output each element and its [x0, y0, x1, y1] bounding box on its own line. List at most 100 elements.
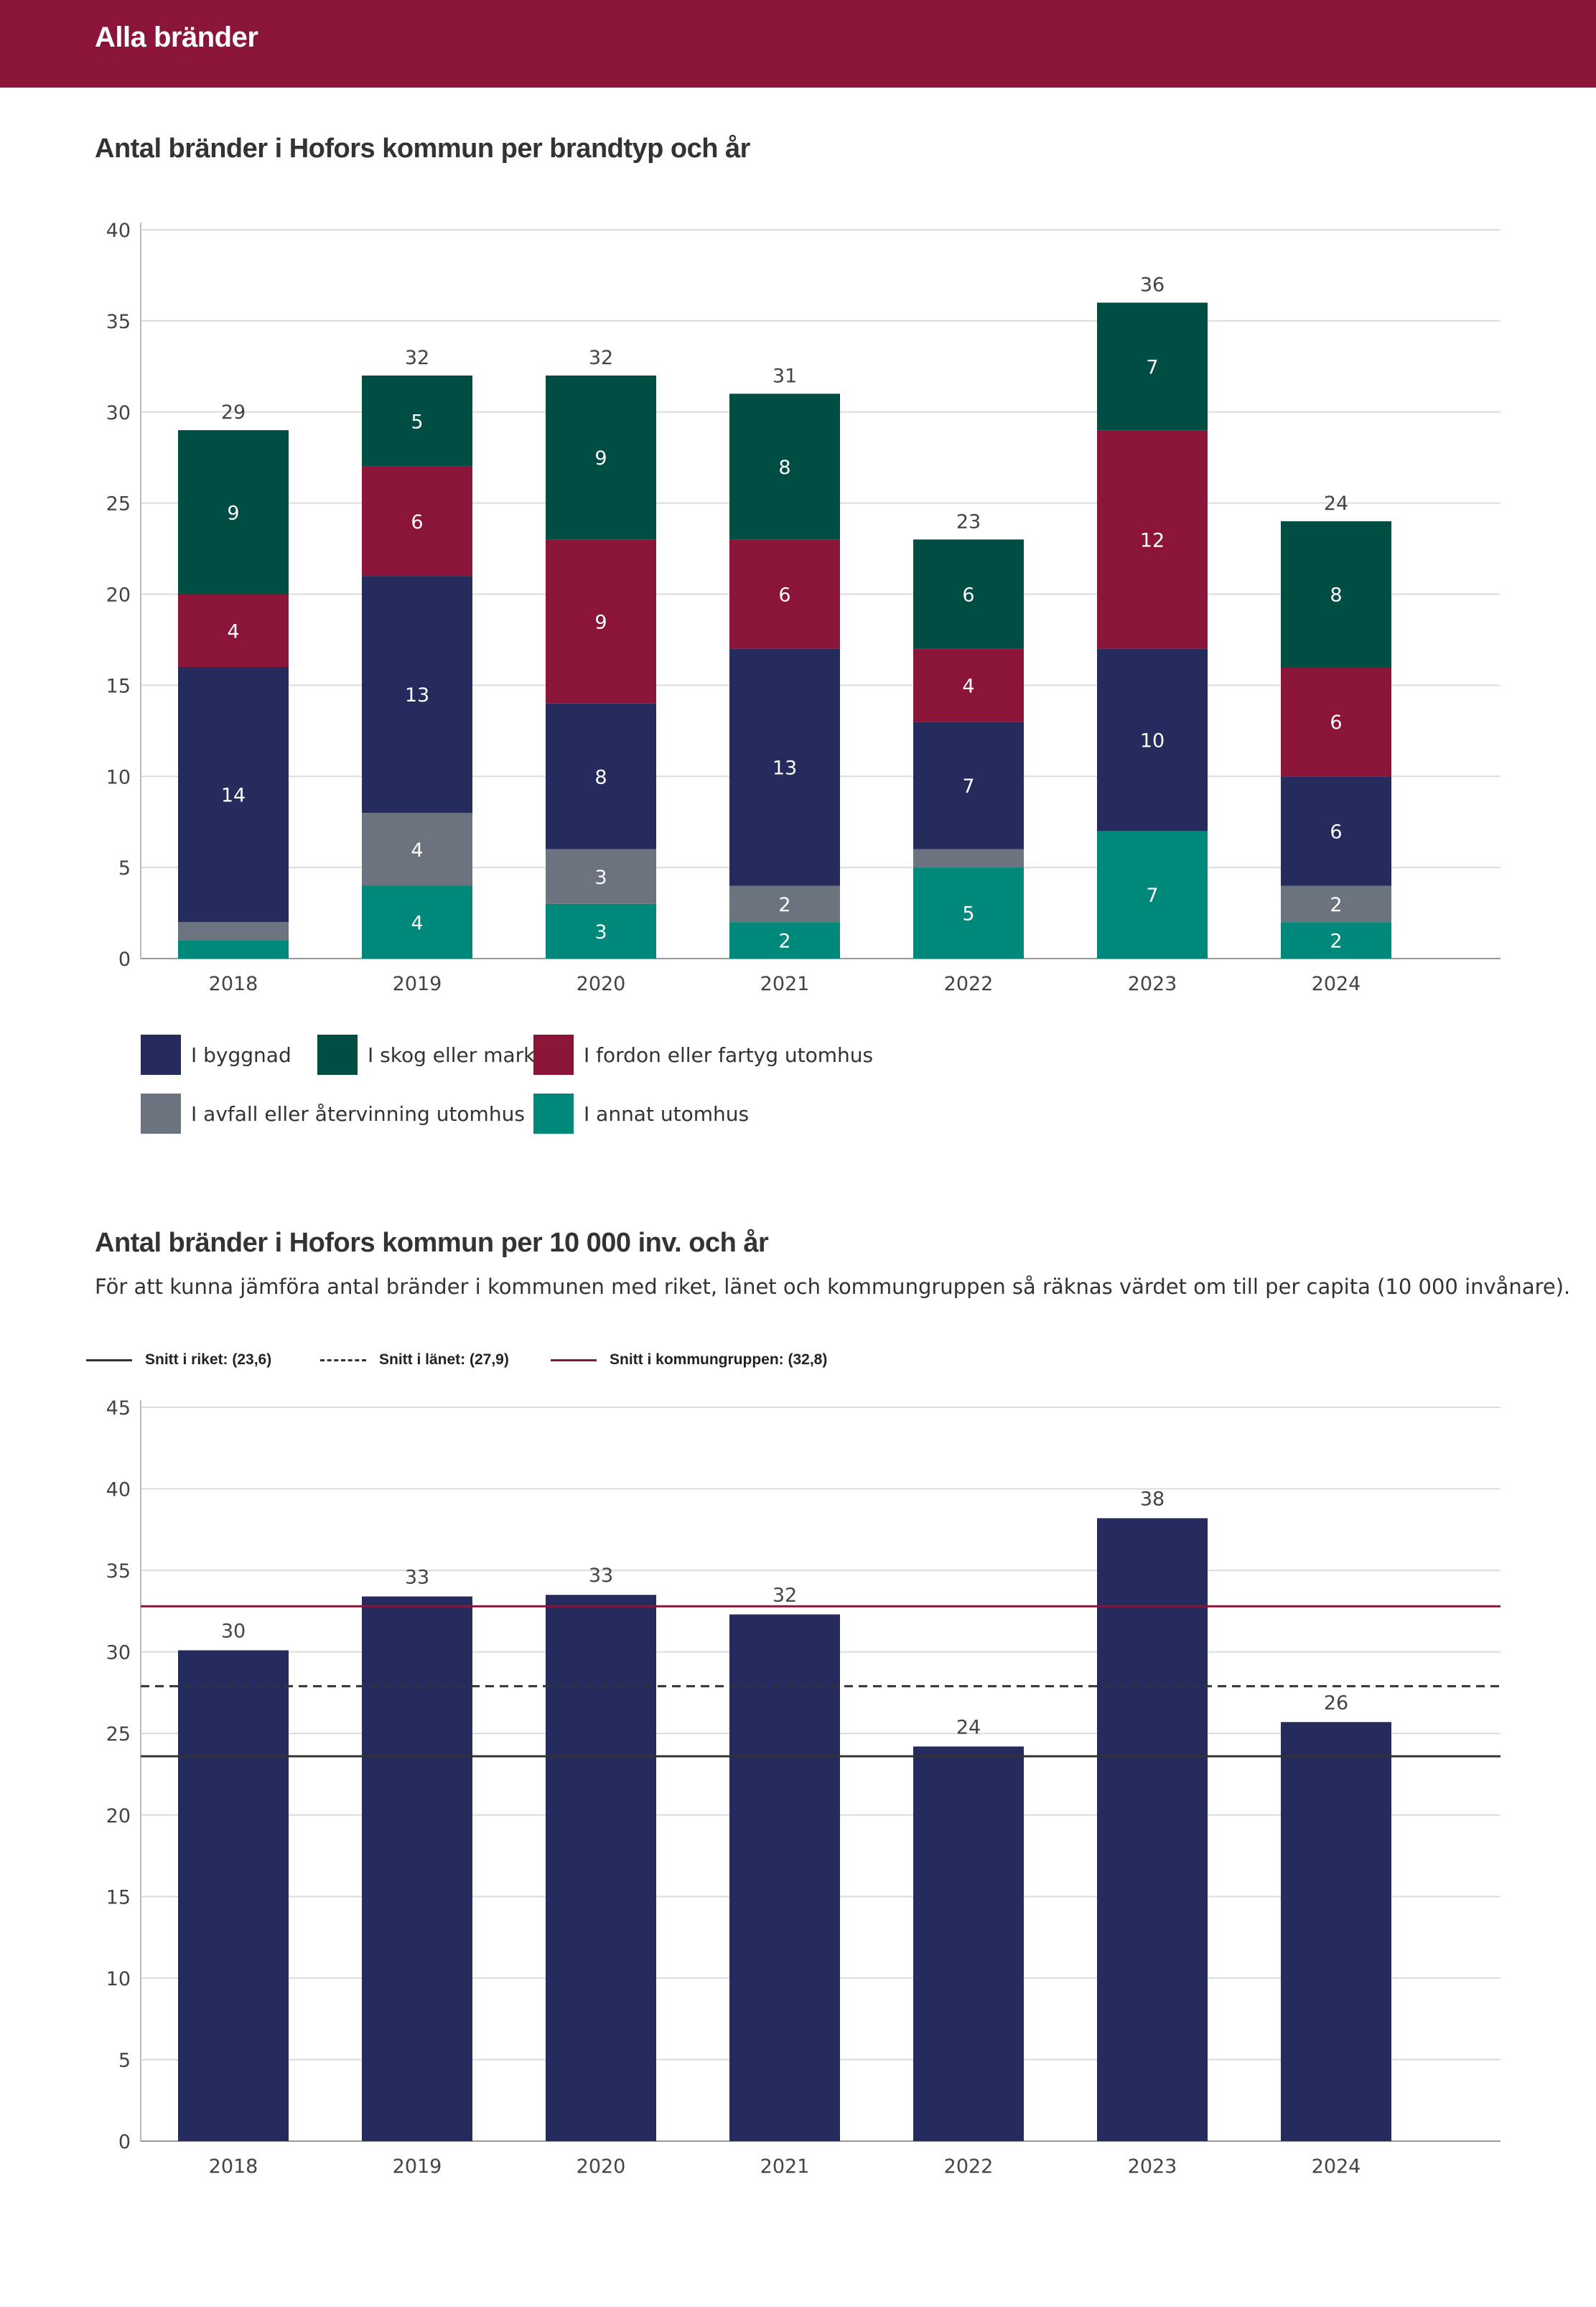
- x-tick-label: 2024: [1312, 2155, 1361, 2176]
- y-tick-label: 30: [106, 1642, 131, 1664]
- bar-segment-byggnad-2022: [913, 722, 1024, 849]
- chart1-legend: I byggnad I skog eller mark I fordon ell…: [141, 1035, 930, 1135]
- legend-swatch-byggnad: [141, 1035, 181, 1075]
- total-label: 24: [1324, 493, 1348, 515]
- bar-segment-fordon-2019: [362, 466, 472, 577]
- legend-item-skog: I skog eller mark: [317, 1035, 535, 1075]
- data-label: 5: [962, 903, 974, 926]
- bar-segment-fordon-2023: [1097, 430, 1208, 649]
- y-tick-label: 5: [118, 857, 131, 880]
- y-tick-label: 15: [106, 1886, 131, 1908]
- data-label: 7: [1146, 356, 1158, 378]
- bar-segment-fordon-2024: [1281, 667, 1391, 777]
- bar-segment-avfall-2018: [178, 922, 289, 941]
- bar-segment-annat-2021: [729, 922, 840, 959]
- data-label: 32: [773, 1584, 797, 1606]
- x-tick-label: 2020: [577, 973, 626, 995]
- data-label: 2: [778, 894, 790, 916]
- legend-label-skog: I skog eller mark: [368, 1043, 536, 1067]
- bar-segment-annat-2024: [1281, 922, 1391, 959]
- legend-swatch-skog: [317, 1035, 358, 1075]
- data-label: 33: [589, 1565, 613, 1587]
- bar-segment-byggnad-2021: [729, 648, 840, 886]
- data-label: 6: [1330, 821, 1342, 843]
- data-label: 33: [405, 1566, 429, 1588]
- total-label: 29: [221, 401, 246, 424]
- data-label: 8: [778, 457, 790, 479]
- chart2-legend: Snitt i riket: (23,6) Snitt i länet: (27…: [86, 1351, 1019, 1376]
- bar-2018: [178, 1650, 289, 2141]
- legend-item-lanet: Snitt i länet: (27,9): [320, 1351, 509, 1369]
- data-label: 9: [594, 447, 607, 470]
- bar-2019: [362, 1596, 472, 2141]
- y-tick-label: 25: [106, 493, 131, 516]
- data-label: 4: [227, 620, 239, 643]
- data-label: 24: [956, 1716, 981, 1738]
- data-label: 4: [962, 675, 974, 697]
- data-label: 14: [221, 785, 246, 807]
- data-label: 6: [962, 584, 974, 607]
- y-tick-label: 10: [106, 766, 131, 788]
- bar-segment-annat-2019: [362, 885, 472, 959]
- x-tick-label: 2018: [209, 2155, 258, 2176]
- data-label: 2: [1330, 894, 1342, 916]
- data-label: 9: [227, 502, 239, 524]
- page-title: Alla bränder: [95, 22, 258, 53]
- data-label: 7: [962, 775, 974, 798]
- data-label: 2: [1330, 931, 1342, 953]
- legend-label-kommungrupp: Snitt i kommungruppen: (32,8): [610, 1351, 828, 1368]
- legend-line-lanet: [320, 1358, 366, 1361]
- x-tick-label: 2021: [760, 973, 810, 995]
- x-tick-label: 2021: [760, 2155, 810, 2176]
- data-label: 13: [405, 684, 429, 707]
- y-tick-label: 0: [118, 949, 131, 971]
- data-label: 30: [221, 1620, 246, 1642]
- bar-2023: [1097, 1518, 1208, 2141]
- total-label: 32: [405, 347, 429, 369]
- legend-label-byggnad: I byggnad: [191, 1043, 291, 1067]
- x-tick-label: 2023: [1128, 2155, 1177, 2176]
- y-tick-label: 40: [106, 220, 131, 242]
- bar-segment-byggnad-2020: [546, 703, 656, 849]
- legend-label-riket: Snitt i riket: (23,6): [145, 1351, 272, 1368]
- data-label: 12: [1140, 529, 1165, 551]
- y-tick-label: 15: [106, 675, 131, 697]
- y-tick-label: 25: [106, 1723, 131, 1746]
- total-label: 23: [956, 511, 981, 533]
- bar-segment-skog-2020: [546, 376, 656, 540]
- y-tick-label: 0: [118, 2131, 131, 2153]
- data-label: 7: [1146, 885, 1158, 907]
- legend-item-fordon: I fordon eller fartyg utomhus: [533, 1035, 873, 1075]
- data-label: 3: [594, 867, 607, 889]
- y-tick-label: 20: [106, 1805, 131, 1827]
- y-tick-label: 35: [106, 1560, 131, 1583]
- x-tick-label: 2019: [393, 973, 442, 995]
- legend-line-kommungrupp: [551, 1358, 597, 1361]
- x-tick-label: 2018: [209, 973, 258, 995]
- y-tick-label: 40: [106, 1479, 131, 1501]
- bar-2020: [546, 1595, 656, 2141]
- bar-segment-avfall-2019: [362, 813, 472, 886]
- data-label: 26: [1324, 1692, 1348, 1714]
- legend-swatch-fordon: [533, 1035, 574, 1075]
- bar-segment-annat-2020: [546, 903, 656, 959]
- chart2-title: Antal bränder i Hofors kommun per 10 000…: [95, 1228, 769, 1258]
- legend-item-riket: Snitt i riket: (23,6): [86, 1351, 271, 1369]
- legend-item-avfall: I avfall eller återvinning utomhus: [141, 1094, 525, 1134]
- legend-swatch-annat: [533, 1094, 574, 1134]
- data-label: 6: [1330, 712, 1342, 734]
- data-label: 3: [594, 921, 607, 943]
- x-tick-label: 2024: [1312, 973, 1361, 995]
- bar-segment-byggnad-2018: [178, 667, 289, 923]
- bar-segment-byggnad-2023: [1097, 648, 1208, 831]
- x-tick-label: 2022: [944, 2155, 994, 2176]
- data-label: 6: [411, 511, 423, 533]
- legend-label-annat: I annat utomhus: [584, 1101, 750, 1126]
- x-tick-label: 2019: [393, 2155, 442, 2176]
- legend-item-kommungrupp: Snitt i kommungruppen: (32,8): [551, 1351, 827, 1369]
- chart2-description: För att kunna jämföra antal bränder i ko…: [95, 1274, 1571, 1299]
- y-tick-label: 10: [106, 1968, 131, 1990]
- bar-segment-fordon-2020: [546, 539, 656, 704]
- x-tick-label: 2022: [944, 973, 994, 995]
- y-tick-label: 30: [106, 402, 131, 424]
